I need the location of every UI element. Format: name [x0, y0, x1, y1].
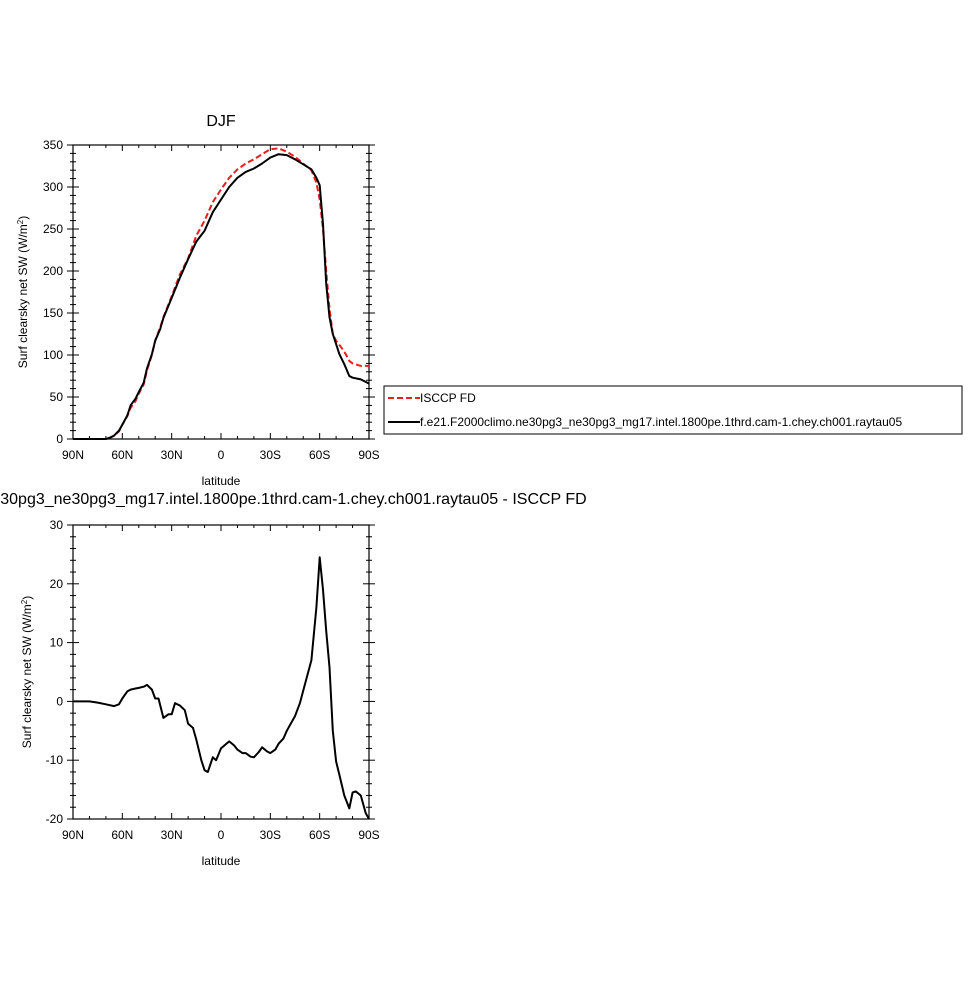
top-y-axis-label-main: Surf clearsky net SW (W/m: [16, 224, 30, 368]
top-y-tick-label: 350: [43, 138, 63, 152]
top-y-axis-label: Surf clearsky net SW (W/m2): [16, 216, 31, 368]
top-series-lines: [73, 147, 370, 440]
bottom-y-axis-label-close: ): [20, 596, 34, 600]
bottom-x-tick-label: 30S: [260, 828, 281, 842]
bottom-x-tick-label: 60N: [111, 828, 133, 842]
bottom-x-axis-label: latitude: [202, 854, 241, 868]
bottom-y-tick-label: -10: [46, 753, 64, 767]
legend-label-isccp: ISCCP FD: [420, 391, 476, 405]
top-y-tick-label: 50: [50, 390, 64, 404]
bottom-axis-ticks: 90N 60N 30N 0 30S 60S 90S -20 -10 0 10 20 30: [46, 518, 380, 842]
top-x-tick-label: 60S: [309, 448, 330, 462]
bottom-series-line-0: [73, 556, 370, 820]
bottom-y-tick-label: 30: [50, 518, 64, 532]
bottom-y-axis-label: Surf clearsky net SW (W/m2): [20, 596, 35, 748]
legend-box: [383, 385, 963, 435]
top-y-tick-label: 200: [43, 264, 63, 278]
bottom-y-tick-label: 0: [56, 694, 63, 708]
top-panel: DJF 90N 60N 30N 0 30S 60S 90S 0 50 100 150 200 250 30…: [16, 113, 963, 488]
top-y-axis-label-close: ): [16, 216, 30, 220]
legend: ISCCP FD f.e21.F2000climo.ne30pg3_ne30pg…: [383, 385, 963, 435]
bottom-chart-title: f.e21.F2000climo.ne30pg3_ne30pg3_mg17.in…: [0, 491, 587, 508]
top-y-tick-label: 150: [43, 306, 63, 320]
bottom-x-tick-label: 30N: [161, 828, 183, 842]
top-x-tick-label: 30N: [161, 448, 183, 462]
top-x-tick-label: 90S: [358, 448, 379, 462]
bottom-y-tick-label: 10: [50, 636, 64, 650]
top-y-tick-label: 0: [56, 432, 63, 446]
bottom-series-lines: [73, 556, 370, 820]
top-chart-title: DJF: [206, 113, 236, 130]
top-x-tick-label: 60N: [111, 448, 133, 462]
legend-label-model: f.e21.F2000climo.ne30pg3_ne30pg3_mg17.in…: [420, 415, 902, 429]
top-axis-ticks: 90N 60N 30N 0 30S 60S 90S 0 50 100 150 200 250 300 350: [43, 138, 380, 462]
bottom-plot-frame: [72, 524, 370, 820]
bottom-x-tick-label: 0: [218, 828, 225, 842]
top-series-line-0: [73, 147, 369, 440]
top-x-axis-label: latitude: [202, 474, 241, 488]
top-plot-frame: [72, 144, 370, 440]
top-y-tick-label: 100: [43, 348, 63, 362]
top-series-line-1: [73, 153, 370, 440]
top-x-tick-label: 0: [218, 448, 225, 462]
bottom-x-tick-label: 90N: [62, 828, 84, 842]
top-y-axis-label-sup: 2: [16, 219, 25, 224]
bottom-panel: f.e21.F2000climo.ne30pg3_ne30pg3_mg17.in…: [0, 491, 587, 868]
top-y-tick-label: 300: [43, 180, 63, 194]
bottom-y-axis-label-sup: 2: [20, 599, 29, 604]
bottom-x-tick-label: 90S: [358, 828, 379, 842]
bottom-y-tick-label: -20: [46, 812, 64, 826]
top-x-tick-label: 90N: [62, 448, 84, 462]
bottom-y-tick-label: 20: [50, 577, 64, 591]
top-y-tick-label: 250: [43, 222, 63, 236]
bottom-x-tick-label: 60S: [309, 828, 330, 842]
top-x-tick-label: 30S: [260, 448, 281, 462]
bottom-y-axis-label-main: Surf clearsky net SW (W/m: [20, 604, 34, 748]
